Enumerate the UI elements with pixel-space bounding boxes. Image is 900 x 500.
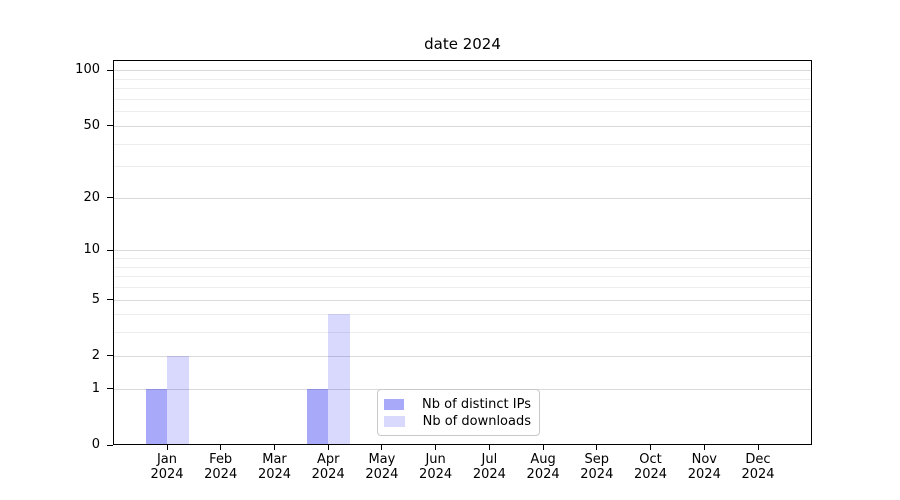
- y-tick-label: 100: [75, 62, 100, 78]
- legend: Nb of distinct IPs Nb of downloads: [377, 389, 540, 436]
- x-tick-year: 2024: [472, 467, 506, 482]
- x-tick-year: 2024: [526, 467, 560, 482]
- x-tick-month: Nov: [691, 452, 717, 467]
- x-tick-month: May: [368, 452, 396, 467]
- x-tick-month: Jun: [425, 452, 446, 467]
- y-tick-mark: [107, 355, 113, 357]
- chart-title: date 2024: [424, 35, 501, 53]
- y-tick-label: 1: [91, 380, 100, 396]
- x-tick-year: 2024: [365, 467, 399, 482]
- bar-distinct-ips: [306, 388, 329, 444]
- x-tick-mark: [435, 445, 437, 450]
- y-gridline-minor: [113, 78, 812, 80]
- y-gridline-major: [113, 125, 812, 127]
- y-gridline-minor: [113, 332, 812, 334]
- y-gridline-minor: [113, 258, 812, 260]
- x-tick-month: Dec: [745, 452, 771, 467]
- x-tick-mark: [650, 445, 651, 450]
- y-gridline-minor: [113, 143, 812, 145]
- x-tick-month: Apr: [316, 452, 340, 467]
- y-gridline-minor: [113, 314, 812, 316]
- y-tick-label: 5: [91, 291, 100, 307]
- x-tick-month: Jan: [156, 452, 178, 467]
- x-tick-label: Feb 2024: [189, 452, 253, 482]
- x-tick-year: 2024: [687, 467, 721, 482]
- x-tick-year: 2024: [150, 467, 184, 482]
- x-tick-mark: [488, 445, 490, 450]
- x-tick-month: Jul: [481, 452, 498, 467]
- bar-downloads: [167, 355, 189, 444]
- x-tick-label: Jun 2024: [404, 452, 468, 482]
- legend-item-downloads: Nb of downloads: [384, 413, 531, 430]
- y-tick-mark: [107, 249, 113, 251]
- x-tick-year: 2024: [257, 467, 292, 482]
- x-tick-year: 2024: [204, 467, 238, 482]
- y-gridline-major: [113, 355, 812, 357]
- x-tick-mark: [166, 445, 168, 450]
- x-tick-year: 2024: [580, 467, 614, 482]
- y-gridline-major: [113, 299, 812, 301]
- y-gridline-minor: [113, 266, 812, 268]
- legend-item-distinct-ips: Nb of distinct IPs: [384, 396, 531, 413]
- y-tick-mark: [107, 125, 113, 127]
- y-tick-label: 20: [83, 189, 100, 205]
- x-tick-month: Mar: [262, 452, 287, 467]
- x-tick-label: Nov 2024: [672, 452, 736, 482]
- x-tick-mark: [274, 445, 275, 450]
- x-tick-mark: [327, 445, 329, 450]
- x-tick-mark: [220, 445, 222, 450]
- legend-label-distinct-ips: Nb of distinct IPs: [422, 397, 531, 412]
- legend-swatch-downloads: [384, 416, 405, 427]
- y-gridline-minor: [113, 111, 812, 113]
- x-tick-label: Oct 2024: [619, 452, 683, 482]
- y-tick-mark: [107, 69, 113, 71]
- bar-distinct-ips: [145, 388, 167, 444]
- x-tick-label: Mar 2024: [243, 452, 307, 482]
- y-tick-mark: [107, 197, 113, 199]
- y-gridline-minor: [113, 287, 812, 288]
- x-tick-month: Feb: [209, 452, 233, 467]
- x-tick-label: Dec 2024: [726, 452, 790, 482]
- x-tick-label: May 2024: [350, 452, 414, 482]
- y-gridline-minor: [113, 88, 812, 90]
- x-tick-mark: [703, 445, 705, 450]
- x-tick-label: Sep 2024: [565, 452, 629, 482]
- x-tick-year: 2024: [741, 467, 775, 482]
- x-tick-year: 2024: [311, 467, 345, 482]
- plot-area: [113, 60, 812, 445]
- y-tick-mark: [107, 299, 113, 300]
- y-gridline-major: [113, 250, 812, 252]
- x-tick-mark: [757, 445, 759, 450]
- y-tick-mark: [107, 388, 113, 390]
- x-tick-mark: [596, 445, 598, 450]
- x-tick-year: 2024: [633, 467, 668, 482]
- y-gridline-minor: [113, 98, 812, 100]
- y-gridline-minor: [113, 166, 812, 168]
- y-tick-label: 2: [91, 347, 100, 363]
- x-tick-label: Aug 2024: [511, 452, 575, 482]
- y-tick-mark: [107, 444, 113, 446]
- x-tick-month: Sep: [584, 452, 610, 467]
- y-gridline-major: [113, 70, 812, 72]
- legend-swatch-distinct-ips: [384, 399, 405, 410]
- x-tick-year: 2024: [419, 467, 453, 482]
- y-tick-label: 0: [91, 437, 100, 452]
- y-tick-label: 50: [83, 117, 100, 133]
- x-tick-label: Apr 2024: [296, 452, 360, 482]
- x-tick-month: Aug: [530, 452, 556, 467]
- y-gridline-major: [113, 197, 812, 199]
- x-tick-month: Oct: [639, 452, 662, 467]
- bar-downloads: [328, 314, 350, 444]
- x-tick-label: Jul 2024: [457, 452, 521, 482]
- y-tick-label: 10: [83, 242, 100, 258]
- x-tick-mark: [381, 445, 383, 450]
- legend-label-downloads: Nb of downloads: [422, 414, 531, 429]
- x-tick-label: Jan 2024: [135, 452, 199, 482]
- y-gridline-minor: [113, 276, 812, 278]
- x-tick-mark: [542, 445, 544, 450]
